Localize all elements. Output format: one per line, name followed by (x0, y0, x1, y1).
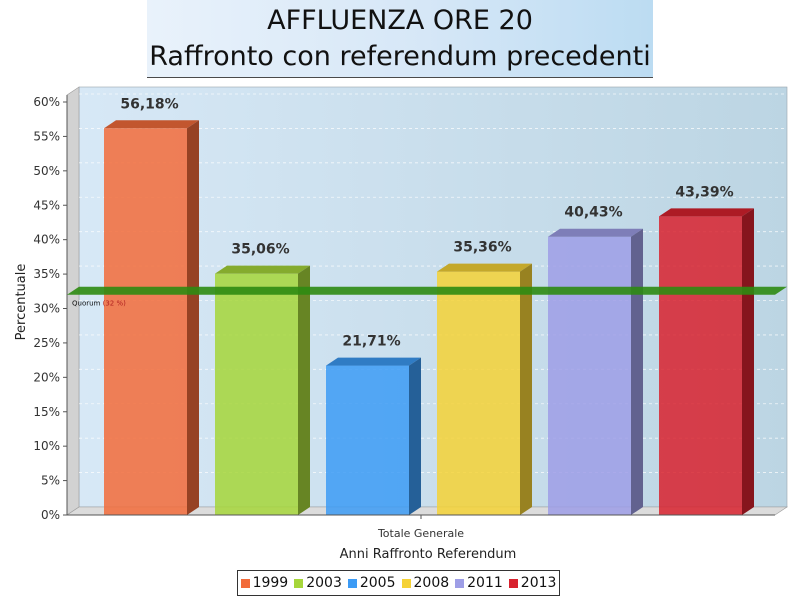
bar-side (409, 357, 421, 515)
bar-side (187, 120, 199, 515)
bar-front (659, 216, 742, 516)
bar-value-label: 35,06% (231, 242, 289, 258)
legend-swatch (401, 578, 411, 588)
bar-side (298, 265, 310, 515)
bar-side (742, 208, 754, 516)
x-tick-label: Totale Generale (377, 527, 464, 540)
quorum-label-text: Quorum (72, 300, 103, 308)
legend-label: 1999 (252, 575, 289, 591)
y-tick-label: 25% (33, 336, 60, 350)
bar-top (326, 357, 421, 366)
bar-front (437, 271, 520, 515)
legend-item-2011: 2011 (455, 575, 503, 591)
legend-swatch (294, 578, 304, 588)
bar-2005 (326, 357, 421, 515)
chart-title: AFFLUENZA ORE 20 (267, 5, 533, 36)
bar-value-label: 21,71% (342, 334, 400, 350)
bar-1999 (104, 120, 199, 516)
bar-2013 (659, 208, 754, 516)
y-axis-label: Percentuale (14, 264, 29, 341)
legend-item-2003: 2003 (294, 575, 342, 591)
y-tick-label: 45% (33, 198, 60, 212)
bar-front (215, 273, 298, 515)
y-tick-label: 30% (33, 302, 60, 316)
legend-item-1999: 1999 (240, 575, 289, 591)
x-axis-label: Anni Raffronto Referendum (340, 547, 517, 562)
bar-value-label: 43,39% (675, 184, 733, 200)
legend-item-2005: 2005 (347, 575, 396, 591)
legend-label: 2003 (306, 575, 342, 591)
y-tick-label: 50% (33, 164, 60, 178)
bar-value-label: 56,18% (120, 96, 178, 112)
legend-label: 2013 (520, 575, 557, 591)
chart-subtitle: Raffronto con referendum precedenti (149, 41, 651, 72)
quorum-label: Quorum (32 %) (72, 300, 126, 308)
legend-item-2013: 2013 (508, 575, 557, 591)
y-tick-label: 55% (33, 129, 60, 143)
bar-front (548, 236, 631, 515)
bar-front (326, 365, 409, 515)
chart-title-box: AFFLUENZA ORE 20 Raffronto con referendu… (147, 0, 653, 78)
bar-side (631, 228, 643, 515)
bar-top (215, 265, 310, 274)
y-tick-label: 35% (33, 267, 60, 281)
legend: 1999 2003 2005 2008 2011 2013 (237, 570, 560, 596)
y-tick-label: 60% (33, 95, 60, 109)
bar-side (520, 263, 532, 515)
y-tick-label: 20% (33, 370, 60, 384)
bar-value-label: 35,36% (453, 240, 511, 256)
y-tick-label: 15% (33, 405, 60, 419)
legend-label: 2005 (359, 575, 396, 591)
bar-top (104, 120, 199, 129)
legend-swatch (508, 578, 518, 588)
y-tick-label: 40% (33, 233, 60, 247)
bar-front (104, 128, 187, 516)
y-tick-label: 10% (33, 439, 60, 453)
bar-2011 (548, 228, 643, 515)
bar-2008 (437, 263, 532, 515)
y-tick-label: 0% (41, 508, 60, 522)
legend-swatch (455, 578, 465, 588)
bar-2003 (215, 265, 310, 515)
quorum-label-value: (32 %) (103, 300, 127, 308)
bar-top (659, 208, 754, 217)
legend-swatch (347, 578, 357, 588)
y-tick-label: 5% (41, 474, 60, 488)
quorum-line (67, 286, 787, 295)
bar-top (437, 263, 532, 272)
bar-value-label: 40,43% (564, 205, 622, 221)
bar-top (548, 228, 643, 237)
legend-swatch (240, 578, 250, 588)
legend-item-2008: 2008 (401, 575, 450, 591)
legend-label: 2011 (467, 575, 503, 591)
legend-label: 2008 (413, 575, 450, 591)
bar-chart: 0% 5% 10% 15% 20% 25% 30% 35% 40% 45% 50% 55% 60% Per… (14, 86, 788, 562)
